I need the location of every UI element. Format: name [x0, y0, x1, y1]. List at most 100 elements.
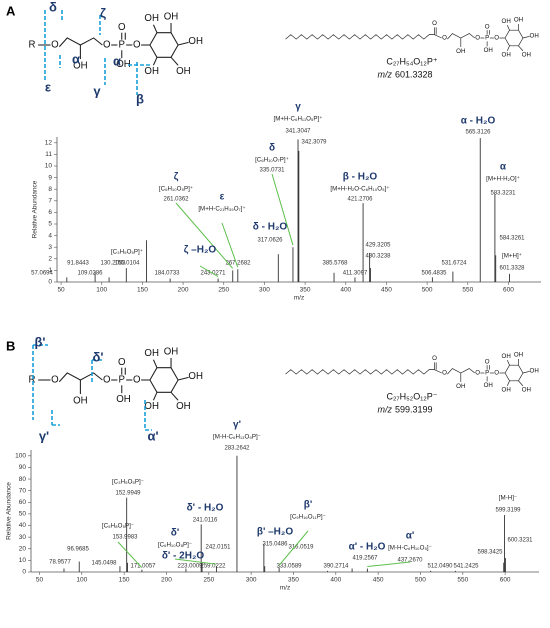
leader-line	[199, 265, 219, 277]
atom-label: OH	[144, 13, 159, 24]
peak-label: 565.3126	[465, 130, 491, 136]
panel-label: A	[6, 3, 16, 18]
atom-label: OH	[484, 382, 493, 389]
peak-label: 512.0490	[427, 564, 453, 570]
leader-line	[117, 541, 143, 569]
bond	[152, 24, 158, 33]
peak-label: 429.3205	[365, 243, 391, 249]
atom-label: R	[29, 375, 36, 386]
formula: C₂₇H₅₄O₁₂P⁺	[386, 56, 437, 66]
peak-label: 506.4835	[421, 271, 447, 277]
ion-label: δ' - 2H₂O	[162, 551, 205, 562]
atom-label: O	[485, 358, 490, 365]
peak-label: 91.8443	[67, 261, 89, 267]
x-tick-label: 200	[161, 577, 172, 584]
ion-label: γ'	[233, 420, 241, 431]
mz-value: 601.3328	[395, 69, 433, 79]
bond	[149, 32, 179, 58]
ion-formula: [M+H-H₂O-C₆H₁₀O₅]⁺	[330, 186, 389, 193]
ion-label: δ	[269, 143, 275, 154]
peak-label: 390.2714	[323, 564, 349, 570]
y-tick-label: 12	[45, 140, 53, 147]
atom-label: OH	[164, 11, 179, 22]
x-tick-label: 400	[340, 287, 351, 294]
bond	[434, 369, 442, 374]
fragment-label: α'	[147, 428, 158, 443]
ion-label: α - H₂O	[461, 116, 496, 127]
atom-label: O	[118, 357, 126, 368]
y-tick-label: 10	[45, 163, 53, 170]
ion-label: α'	[406, 531, 415, 542]
atom-label: O	[133, 375, 141, 386]
ion-formula: [C₆H₁₀O₅P]⁺	[159, 186, 193, 193]
ion-formula: [C₉H₁₆O₁₁P]⁻	[290, 514, 326, 521]
x-tick-label: 450	[381, 287, 392, 294]
y-tick-label: 60	[19, 499, 27, 506]
peak-label: 584.3261	[499, 236, 525, 242]
ion-formula: [M-H]⁻	[499, 495, 517, 502]
y-tick-label: 50	[19, 511, 27, 518]
peak-label: 96.9685	[67, 547, 89, 553]
x-tick-label: 200	[178, 287, 189, 294]
leader-line	[367, 561, 411, 568]
peak-label: 598.3425	[477, 550, 503, 556]
fragment-label: β'	[34, 334, 45, 349]
ion-label: γ	[295, 102, 301, 113]
bond	[506, 380, 510, 387]
peak-label: 601.3328	[499, 266, 525, 272]
atom-label: OH	[144, 66, 159, 77]
bond	[152, 392, 158, 401]
bond	[170, 56, 179, 66]
bond	[152, 359, 158, 368]
fragment-label: ε	[45, 79, 51, 94]
atom-label: OH	[522, 386, 531, 393]
atom-label: OH	[73, 61, 88, 72]
ion-formula: [M+H-C₂₁H₃₉O₇]⁺	[198, 206, 245, 213]
fragment-label: α	[113, 53, 121, 68]
y-tick-label: 0	[22, 569, 26, 576]
bond	[177, 376, 189, 381]
bond	[522, 35, 530, 39]
bond	[506, 45, 510, 52]
ion-formula: [M+H]⁺	[502, 253, 522, 260]
peak-label: 153.9983	[112, 535, 138, 541]
peak-label: 316.0519	[288, 545, 314, 551]
atom-label: O	[103, 375, 111, 386]
peak-label: 152.9949	[115, 491, 141, 497]
atom-label: O	[494, 370, 499, 377]
leader-line	[175, 202, 234, 269]
y-tick-label: 10	[19, 557, 27, 564]
peak-label: 430.3238	[365, 254, 391, 260]
atom-label: O	[442, 35, 447, 42]
atom-label: OH	[530, 367, 539, 374]
peak-label: 57.0694	[31, 271, 53, 277]
mz-prefix: m/z	[378, 404, 393, 414]
x-tick-label: 100	[96, 287, 107, 294]
atom-label: OH	[522, 51, 531, 58]
peak-label: 583.3231	[490, 191, 516, 197]
peak-label: 145.0498	[91, 561, 117, 567]
atom-label: OH	[73, 396, 88, 407]
ion-label: δ' - H₂O	[187, 503, 224, 514]
atom-label: O	[475, 370, 480, 377]
peak-label: 184.0733	[154, 271, 180, 277]
y-tick-label: 7	[48, 198, 52, 205]
y-tick-label: 11	[45, 151, 52, 158]
atom-label: OH	[514, 17, 523, 24]
atom-label: OH	[456, 48, 465, 55]
atom-label: O	[432, 20, 437, 27]
x-tick-label: 150	[119, 577, 130, 584]
atom-label: OH	[188, 371, 203, 382]
x-tick-label: 550	[462, 287, 473, 294]
x-tick-label: 100	[76, 577, 87, 584]
ion-label: δ'	[171, 528, 179, 539]
x-tick-label: 550	[457, 577, 468, 584]
ion-formula: [M-H-C₆H₁₀O₅]⁻	[388, 545, 432, 552]
y-tick-label: 5	[48, 221, 52, 228]
ion-label: β'	[304, 500, 312, 511]
